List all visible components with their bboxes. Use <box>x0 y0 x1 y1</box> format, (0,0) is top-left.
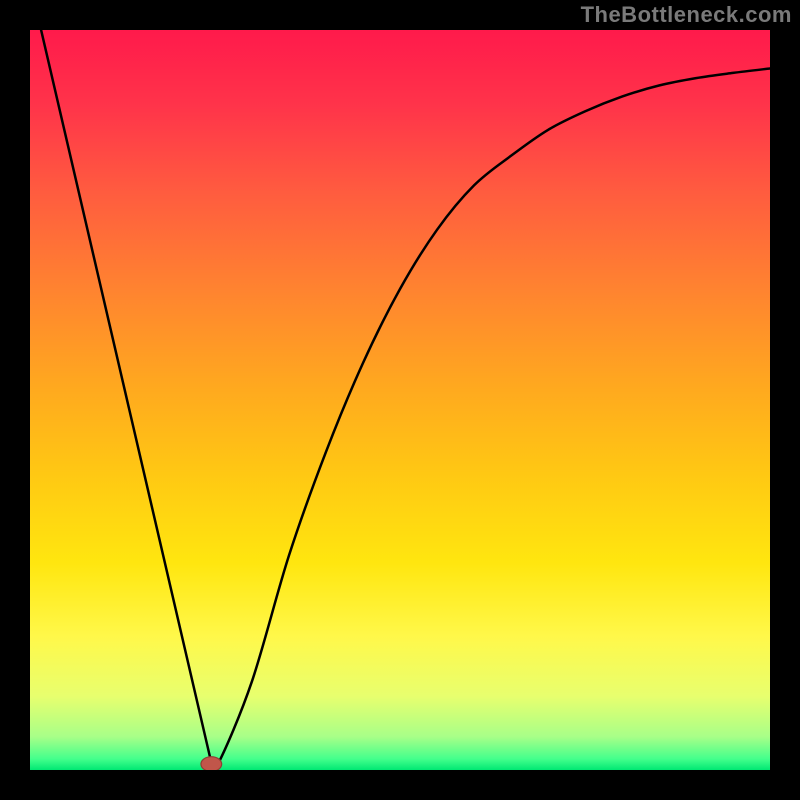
gradient-background <box>30 30 770 770</box>
watermark-text: TheBottleneck.com <box>581 2 792 28</box>
chart-frame: TheBottleneck.com <box>0 0 800 800</box>
chart-svg <box>30 30 770 770</box>
vertex-marker <box>201 757 222 770</box>
plot-area <box>30 30 770 770</box>
